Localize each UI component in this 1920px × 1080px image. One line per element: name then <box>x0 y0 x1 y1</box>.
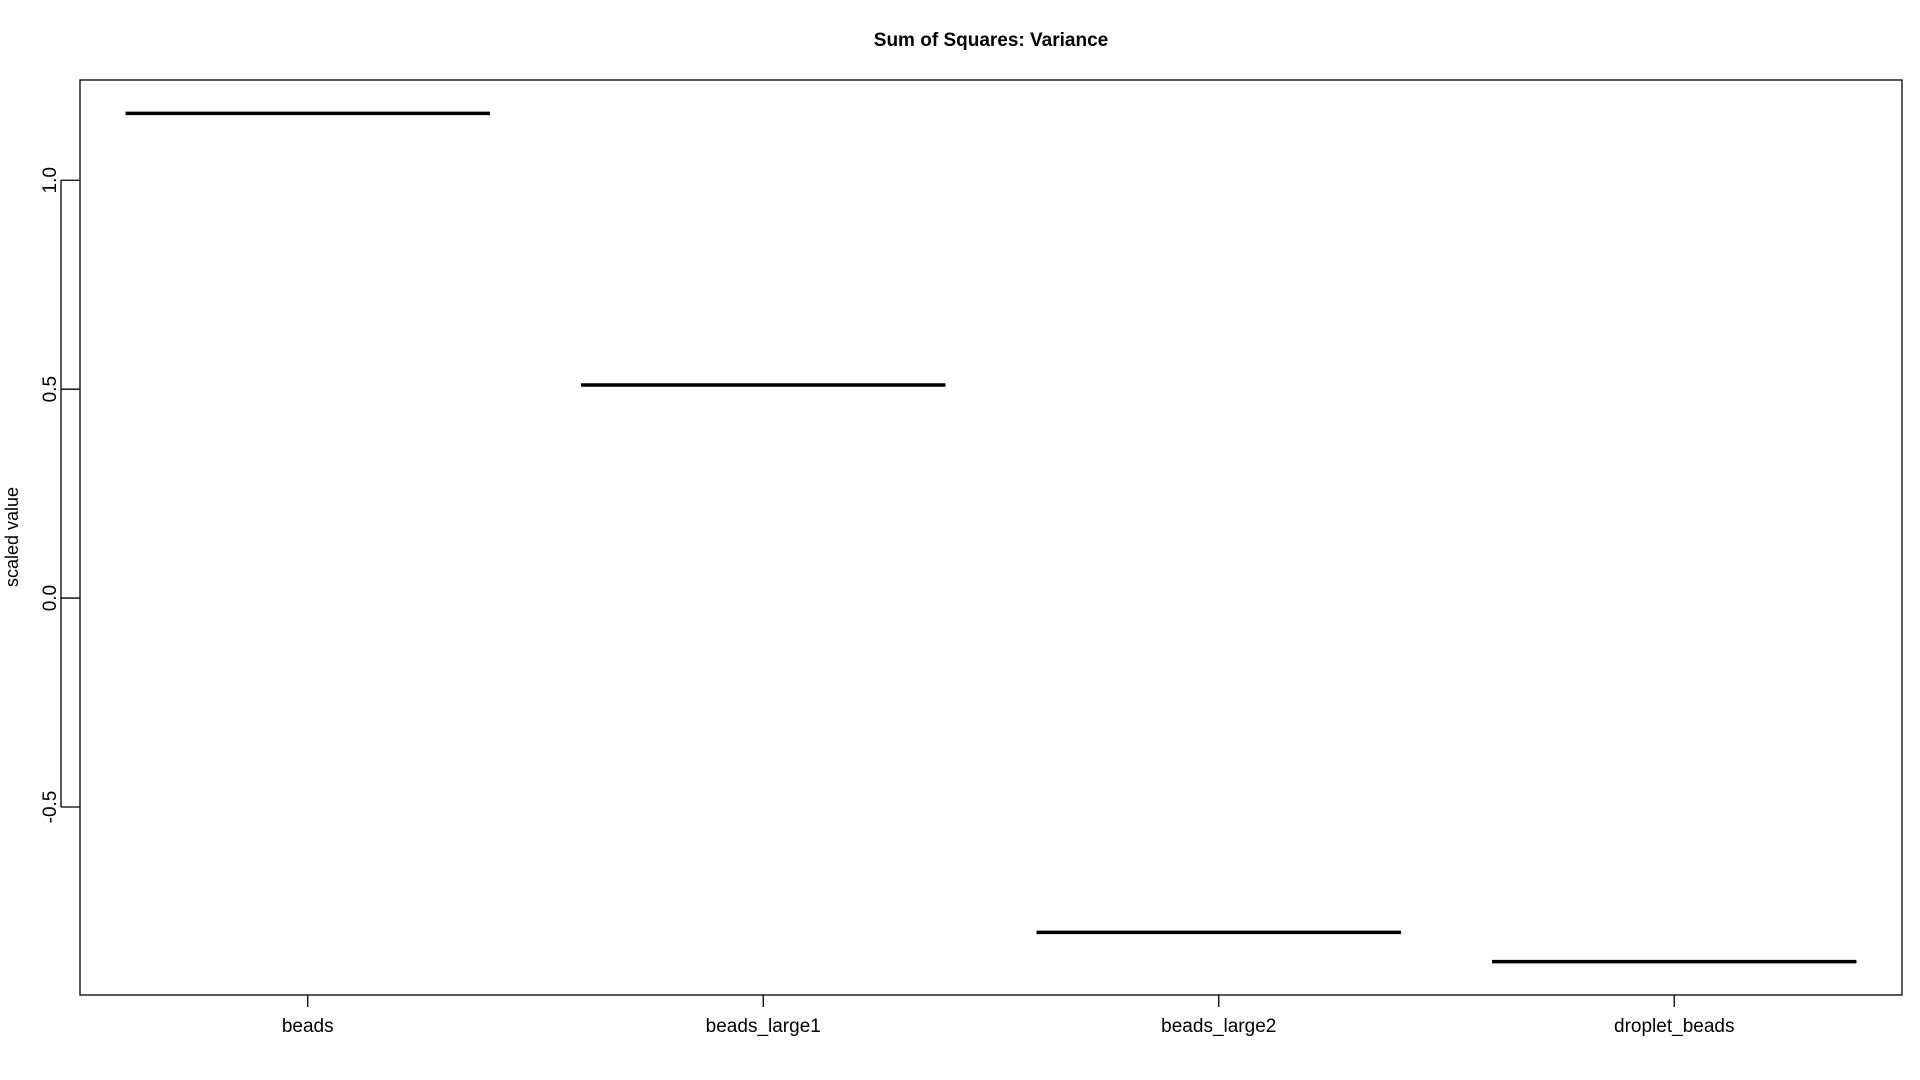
x-tick-label: beads_large2 <box>1161 1016 1276 1037</box>
y-tick-label: 0.0 <box>40 585 61 611</box>
chart-title: Sum of Squares: Variance <box>874 30 1108 51</box>
series-marks <box>125 111 1857 964</box>
y-tick-label: 1.0 <box>40 167 61 193</box>
y-axis-label: scaled value <box>2 487 22 587</box>
y-axis: -0.5 0.0 0.5 1.0 <box>40 167 80 823</box>
plot-frame <box>79 79 1903 996</box>
y-tick-label: 0.5 <box>40 376 61 402</box>
y-tick-label: -0.5 <box>40 791 61 824</box>
x-tick-label: beads_large1 <box>706 1016 821 1037</box>
x-axis: beads beads_large1 beads_large2 droplet_bea… <box>282 995 1734 1037</box>
x-tick-label: beads <box>282 1016 334 1037</box>
x-tick-label: droplet_beads <box>1614 1016 1734 1037</box>
